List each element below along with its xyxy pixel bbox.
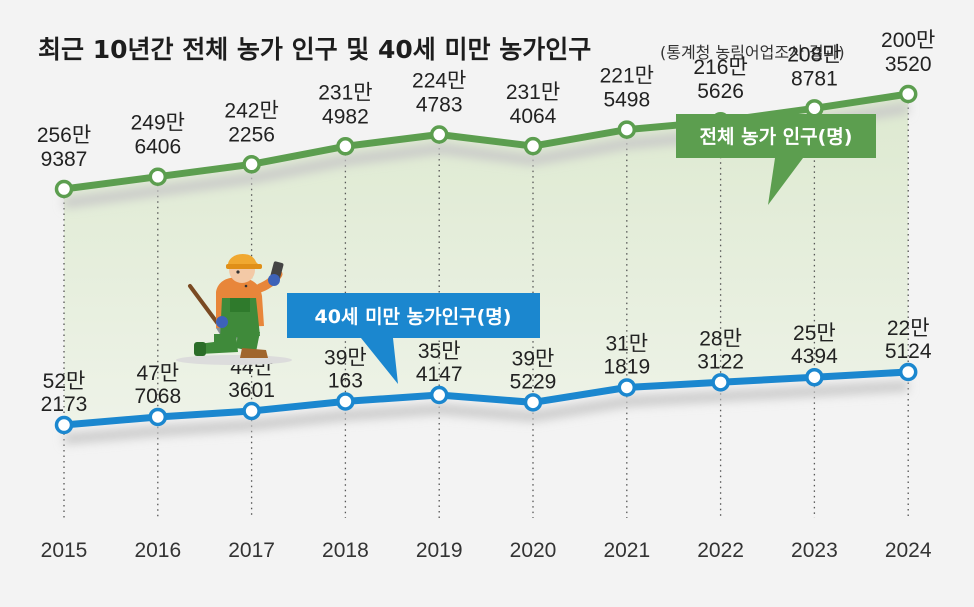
callout-young-label: 40세 미만 농가인구(명) xyxy=(315,306,512,328)
point-total-2016 xyxy=(148,167,168,186)
point-total-2015 xyxy=(54,179,74,199)
value-young-bottom-2017: 3601 xyxy=(228,379,275,402)
value-young-top-2015: 52만 xyxy=(43,370,86,393)
point-young-2022 xyxy=(711,373,730,392)
x-tick-2019: 2019 xyxy=(416,539,463,562)
value-total-bottom-2021: 5498 xyxy=(603,89,650,112)
value-young-top-2024: 22만 xyxy=(887,317,930,340)
point-total-2024 xyxy=(898,84,918,104)
point-young-2023 xyxy=(805,367,824,387)
x-tick-2018: 2018 xyxy=(322,539,369,562)
point-total-2020 xyxy=(523,136,543,156)
value-young-bottom-2016: 7068 xyxy=(134,385,181,408)
x-tick-2017: 2017 xyxy=(228,539,275,562)
point-total-2021 xyxy=(617,120,637,139)
value-total-bottom-2023: 8781 xyxy=(791,67,838,90)
value-total-top-2017: 242만 xyxy=(224,99,278,122)
value-young-bottom-2018: 163 xyxy=(328,369,363,392)
value-young-bottom-2024: 5124 xyxy=(885,340,932,363)
chart-title: 최근 10년간 전체 농가 인구 및 40세 미만 농가인구 xyxy=(38,35,591,64)
x-tick-2023: 2023 xyxy=(791,539,838,562)
point-total-2019 xyxy=(429,125,449,144)
value-young-top-2019: 35만 xyxy=(418,340,461,363)
farmer-illustration xyxy=(176,253,292,365)
value-total-top-2018: 231만 xyxy=(318,81,372,104)
value-young-bottom-2019: 4147 xyxy=(416,363,463,386)
point-total-2017 xyxy=(242,155,261,174)
x-tick-2021: 2021 xyxy=(603,539,650,562)
point-young-2021 xyxy=(617,378,637,397)
point-young-2015 xyxy=(54,415,74,435)
value-labels: 256만938752만2173249만640647만7068242만225644… xyxy=(37,29,936,416)
value-young-bottom-2023: 4394 xyxy=(791,345,838,368)
callout-total: 전체 농가 인구(명) xyxy=(676,114,876,205)
value-total-bottom-2024: 3520 xyxy=(885,53,932,76)
point-young-2024 xyxy=(898,362,918,382)
callout-total-label: 전체 농가 인구(명) xyxy=(700,126,853,148)
value-total-top-2019: 224만 xyxy=(412,70,466,93)
value-total-bottom-2017: 2256 xyxy=(228,123,275,146)
value-young-top-2020: 39만 xyxy=(512,347,555,370)
value-young-bottom-2015: 2173 xyxy=(41,393,88,416)
value-total-top-2020: 231만 xyxy=(506,81,560,104)
callout-young-box xyxy=(287,293,540,384)
x-axis-labels: 2015 2016 2017 2018 2019 2020 2021 2022 2023 2024 xyxy=(41,539,932,562)
point-young-2016 xyxy=(148,407,168,427)
chart-subtitle: (통계청 농림어업조사 결과) xyxy=(660,43,845,62)
value-young-bottom-2022: 3122 xyxy=(697,350,744,373)
value-young-bottom-2020: 5229 xyxy=(510,370,557,393)
point-young-2019 xyxy=(429,385,449,405)
point-total-2018 xyxy=(336,137,355,156)
point-young-2017 xyxy=(242,401,261,421)
value-total-bottom-2019: 4783 xyxy=(416,94,463,117)
value-young-top-2021: 31만 xyxy=(605,332,648,355)
points-young xyxy=(54,362,918,435)
value-total-top-2023: 208만 xyxy=(787,43,841,66)
value-total-top-2016: 249만 xyxy=(131,112,185,135)
value-young-top-2022: 28만 xyxy=(699,327,742,350)
value-total-top-2015: 256만 xyxy=(37,124,91,147)
point-young-2020 xyxy=(523,393,543,412)
value-young-top-2023: 25만 xyxy=(793,322,836,345)
callout-young: 40세 미만 농가인구(명) xyxy=(287,293,540,384)
value-total-bottom-2022: 5626 xyxy=(697,80,744,103)
x-tick-2024: 2024 xyxy=(885,539,932,562)
x-tick-2015: 2015 xyxy=(41,539,88,562)
x-tick-2016: 2016 xyxy=(134,539,181,562)
value-total-bottom-2020: 4064 xyxy=(510,105,557,128)
point-total-2023 xyxy=(805,99,824,118)
value-total-bottom-2016: 6406 xyxy=(134,136,181,159)
value-total-bottom-2015: 9387 xyxy=(41,148,88,171)
value-total-top-2024: 200만 xyxy=(881,29,935,52)
point-young-2018 xyxy=(336,392,355,411)
value-young-bottom-2021: 1819 xyxy=(603,355,650,378)
x-tick-2022: 2022 xyxy=(697,539,744,562)
x-tick-2020: 2020 xyxy=(510,539,557,562)
value-total-top-2021: 221만 xyxy=(600,65,654,88)
shadow-young xyxy=(63,381,909,444)
value-total-bottom-2018: 4982 xyxy=(322,105,369,128)
value-young-top-2016: 47만 xyxy=(136,362,179,385)
callout-total-box xyxy=(676,114,876,205)
value-total-top-2022: 216만 xyxy=(693,56,747,79)
line-young xyxy=(60,368,912,429)
value-young-top-2018: 39만 xyxy=(324,346,367,369)
